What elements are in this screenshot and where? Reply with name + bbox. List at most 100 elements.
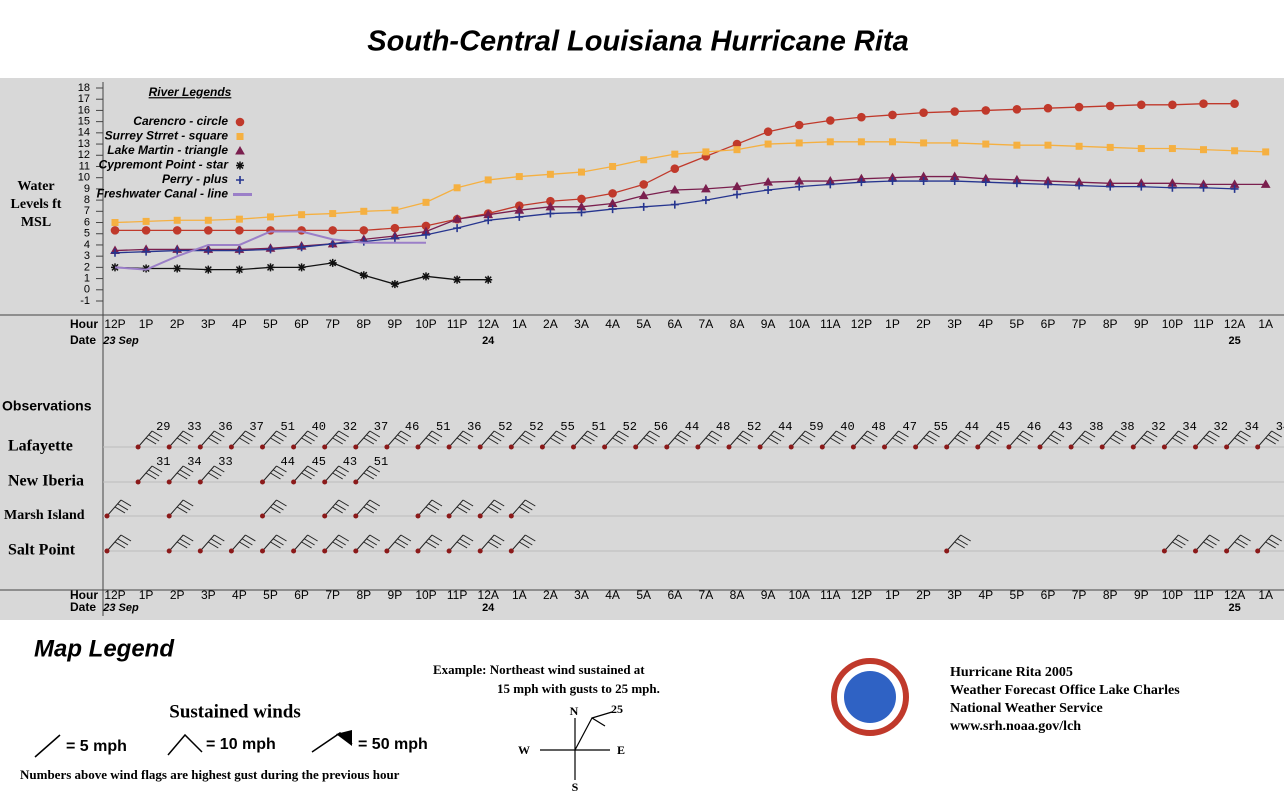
marker xyxy=(546,170,554,178)
station-dot xyxy=(539,444,545,450)
marker xyxy=(1013,141,1021,149)
x-tick-label: 5P xyxy=(1010,317,1025,331)
x-tick-label: 10A xyxy=(789,317,810,331)
marker xyxy=(826,180,835,189)
wind-barb xyxy=(884,430,909,448)
gust-label: 52 xyxy=(529,420,543,434)
marker xyxy=(1199,99,1208,108)
station-dot xyxy=(819,444,825,450)
gust-label: 48 xyxy=(716,420,730,434)
y-tick-label: 17 xyxy=(78,93,90,105)
marker xyxy=(669,185,680,194)
wind-barb xyxy=(324,465,349,483)
gust-label: 51 xyxy=(281,420,295,434)
x-tick-label: 11P xyxy=(447,588,467,602)
gust-label: 46 xyxy=(1027,420,1041,434)
legend-entry: Surrey Strret - square xyxy=(105,129,229,143)
x-tick-label: 5P xyxy=(263,588,278,602)
legend-entry: Cypremont Point - star xyxy=(99,158,230,172)
station-dot xyxy=(353,548,359,554)
y-tick-label: 16 xyxy=(78,104,90,116)
station-dot xyxy=(913,444,919,450)
station-dot xyxy=(260,444,265,450)
x-tick-label: 1P xyxy=(885,588,900,602)
date-label: 25 xyxy=(1228,335,1240,347)
x-tick-label: 5P xyxy=(263,317,278,331)
compass-gust: 25 xyxy=(611,702,623,716)
station-dot xyxy=(135,444,141,450)
station-dot xyxy=(446,444,452,450)
marker xyxy=(857,112,866,122)
marker xyxy=(297,263,306,272)
marker xyxy=(733,190,741,199)
station-dot xyxy=(415,548,421,554)
x-tick-label: 12P xyxy=(104,588,125,602)
marker xyxy=(670,200,679,209)
y-tick-label: 18 xyxy=(78,82,90,94)
x-tick-label: 8P xyxy=(356,588,371,602)
y-tick-label: 14 xyxy=(78,127,90,139)
station-dot xyxy=(944,548,950,554)
x-tick-label: 11P xyxy=(1193,588,1213,602)
gust-label: 59 xyxy=(809,420,823,434)
x-tick-label: 4A xyxy=(605,317,620,331)
marker xyxy=(733,146,741,154)
wind-barb xyxy=(355,465,381,483)
station-dot xyxy=(197,548,203,554)
station-dot xyxy=(882,444,887,450)
y-tick-label: -1 xyxy=(80,295,90,307)
wind-barb xyxy=(262,499,287,517)
marker xyxy=(235,246,244,255)
wind-barb xyxy=(1195,430,1220,448)
marker xyxy=(236,176,244,184)
wind-barb xyxy=(666,430,692,448)
station-dot xyxy=(1006,444,1012,450)
legend-title: River Legends xyxy=(149,85,232,99)
y-tick-label: 9 xyxy=(84,183,90,195)
marker xyxy=(235,226,244,235)
wind-barb xyxy=(448,430,474,448)
marker xyxy=(111,248,119,257)
wind-barb xyxy=(1164,430,1189,448)
marker xyxy=(577,194,586,204)
y-tick-label: 1 xyxy=(84,272,90,284)
x-tick-label: 12A xyxy=(1224,317,1245,331)
legend-50: = 50 mph xyxy=(358,736,428,753)
x-tick-label: 1A xyxy=(1258,588,1273,602)
gust-label: 36 xyxy=(218,420,232,434)
wind-barb xyxy=(790,430,816,448)
gust-label: 36 xyxy=(467,420,481,434)
marker xyxy=(453,224,462,233)
marker xyxy=(950,107,960,116)
marker xyxy=(1043,103,1053,113)
marker xyxy=(1199,183,1208,192)
x-tick-label: 11P xyxy=(1193,317,1213,331)
marker xyxy=(267,213,274,221)
wind-barb xyxy=(479,430,505,448)
date-label: Date xyxy=(70,333,96,347)
x-tick-label: 2P xyxy=(916,317,931,331)
marker xyxy=(142,264,151,273)
marker xyxy=(919,108,928,117)
marker xyxy=(1260,179,1271,188)
marker xyxy=(826,138,834,146)
office-line: Weather Forecast Office Lake Charles xyxy=(950,683,1180,698)
station-name: Salt Point xyxy=(8,542,76,559)
wind-barb xyxy=(697,430,723,448)
nws-logo-inner xyxy=(844,671,896,723)
marker xyxy=(1106,143,1114,151)
marker xyxy=(328,226,338,235)
x-tick-label: 12P xyxy=(104,317,125,331)
x-tick-label: 1A xyxy=(512,317,527,331)
marker xyxy=(1137,145,1145,153)
marker xyxy=(328,239,337,248)
x-tick-label: 2A xyxy=(543,588,558,602)
marker xyxy=(1044,141,1052,149)
wind-barb xyxy=(1195,534,1220,552)
marker xyxy=(173,246,182,255)
station-dot xyxy=(1099,444,1105,450)
x-tick-label: 2P xyxy=(916,588,931,602)
marker xyxy=(670,164,680,174)
